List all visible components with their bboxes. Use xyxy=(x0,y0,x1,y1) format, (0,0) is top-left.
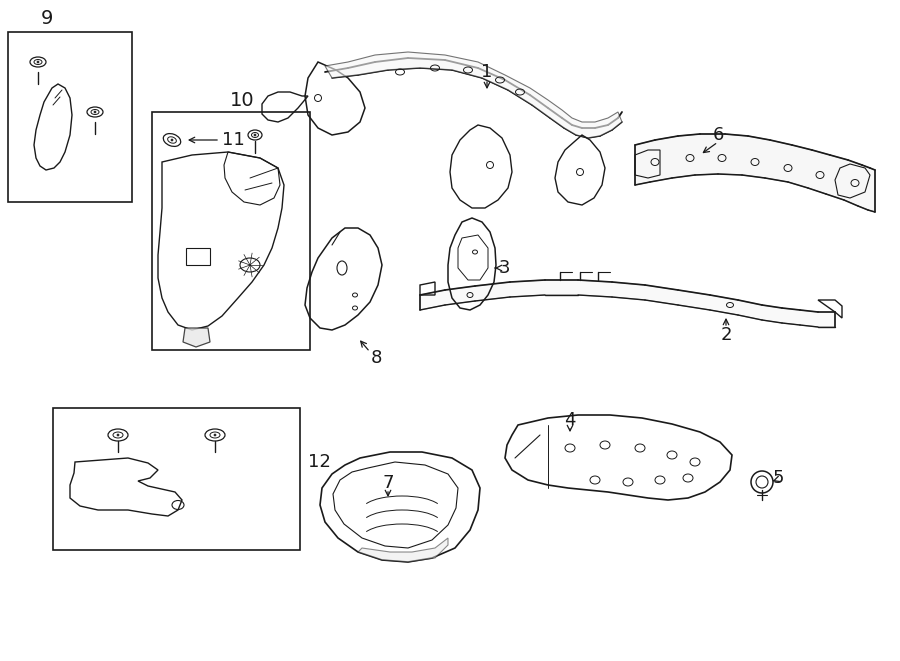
Polygon shape xyxy=(358,538,448,562)
Text: 8: 8 xyxy=(370,349,382,367)
Polygon shape xyxy=(325,52,622,138)
Bar xyxy=(53,408,300,550)
Polygon shape xyxy=(183,328,210,347)
Ellipse shape xyxy=(37,61,39,63)
Text: 1: 1 xyxy=(482,63,492,81)
Ellipse shape xyxy=(254,134,256,136)
Text: 3: 3 xyxy=(499,259,510,277)
Text: 7: 7 xyxy=(382,474,394,492)
Bar xyxy=(8,32,132,202)
Polygon shape xyxy=(635,134,875,212)
Text: 2: 2 xyxy=(720,326,732,344)
Text: 9: 9 xyxy=(40,9,53,28)
Text: 11: 11 xyxy=(222,131,245,149)
Bar xyxy=(152,112,310,350)
Ellipse shape xyxy=(94,111,96,113)
Text: 12: 12 xyxy=(308,453,331,471)
Ellipse shape xyxy=(214,434,216,436)
Ellipse shape xyxy=(171,139,173,141)
Ellipse shape xyxy=(117,434,119,436)
Polygon shape xyxy=(420,280,835,327)
Text: 4: 4 xyxy=(564,411,576,429)
Text: 6: 6 xyxy=(712,126,724,144)
Text: 10: 10 xyxy=(230,91,255,110)
Bar xyxy=(186,248,210,265)
Text: 5: 5 xyxy=(772,469,784,487)
